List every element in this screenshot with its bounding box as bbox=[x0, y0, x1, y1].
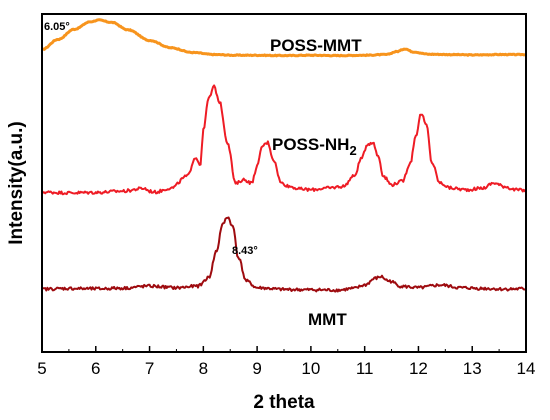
series-line-poss-mmt bbox=[41, 18, 527, 58]
series-label-poss-nh2-base: POSS-NH bbox=[272, 135, 349, 154]
annotation-peak-6-05: 6.05° bbox=[44, 21, 70, 33]
x-tick-label: 8 bbox=[199, 359, 208, 378]
x-axis-title: 2 theta bbox=[253, 392, 315, 413]
x-tick-label: 13 bbox=[463, 359, 482, 378]
x-tick-label: 7 bbox=[145, 359, 154, 378]
series-label-poss-mmt: POSS-MMT bbox=[270, 36, 362, 55]
annotation-peak-8-43: 8.43° bbox=[232, 245, 258, 257]
series-label-mmt: MMT bbox=[308, 310, 347, 329]
x-tick-label: 5 bbox=[37, 359, 46, 378]
x-tick-label: 14 bbox=[517, 359, 536, 378]
series-line-mmt bbox=[41, 216, 527, 293]
x-tick-label: 6 bbox=[91, 359, 100, 378]
x-tick-label: 9 bbox=[252, 359, 261, 378]
series-line-poss-nh2 bbox=[41, 84, 527, 196]
series-layer bbox=[41, 18, 527, 293]
x-tick-labels: 5 6 7 8 9 10 11 12 13 14 bbox=[37, 359, 535, 378]
x-tick-label: 12 bbox=[409, 359, 428, 378]
x-tick-label: 10 bbox=[301, 359, 320, 378]
x-tick-label: 11 bbox=[356, 359, 374, 378]
y-axis-title: Intensity(a.u.) bbox=[6, 121, 27, 245]
x-ticks bbox=[41, 346, 527, 352]
series-label-poss-nh2-sub: 2 bbox=[349, 143, 356, 158]
series-label-poss-nh2: POSS-NH2 bbox=[272, 135, 357, 158]
